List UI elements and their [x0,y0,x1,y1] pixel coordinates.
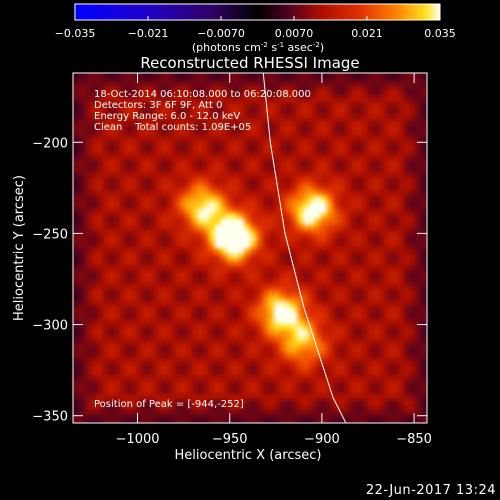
y-tick-label: −200 [32,136,68,151]
footer-date: 22-Jun-2017 13:24 [365,483,496,498]
annotation-block: 18-Oct-2014 06:10:08.000 to 06:20:08.000… [94,89,311,133]
solar-limb-line [262,73,347,423]
x-tick-label: −950 [212,432,248,447]
colorbar: −0.035 −0.021 −0.0070 0.0070 0.021 0.035 (pho… [55,3,456,54]
plot-area: −1000 −950 −900 −850 −200 −250 −300 −350 [32,72,432,447]
colorbar-frame [74,3,441,21]
heatmap-image [73,73,427,423]
colorbar-unit-label: (photons cm-2 s-1 asec-2) [192,41,324,54]
axis-ticks: −1000 −950 −900 −850 −200 −250 −300 −350 [32,73,432,447]
x-tick-label: −900 [304,432,340,447]
y-axis-label: Heliocentric Y (arcsec) [12,175,27,321]
colorbar-gradient [75,4,440,20]
x-tick-label: −1000 [116,432,160,447]
colorbar-tick-label: −0.035 [55,27,96,40]
annotation-clean-counts: Clean Total counts: 1.09E+05 [94,122,251,133]
peak-position-label: Position of Peak = [-944,-252] [94,399,244,410]
annotation-detectors: Detectors: 3F 6F 9F, Att 0 [94,100,222,111]
annotation-time-range: 18-Oct-2014 06:10:08.000 to 06:20:08.000 [94,89,311,100]
colorbar-tick-label: −0.0070 [197,27,245,40]
plot-frame [72,72,428,424]
y-tick-label: −350 [32,410,68,425]
colorbar-tick-label: −0.021 [128,27,169,40]
x-tick-label: −850 [396,432,432,447]
y-tick-label: −250 [32,227,68,242]
x-axis-label: Heliocentric X (arcsec) [175,448,322,463]
colorbar-tick-label: 0.0070 [275,27,314,40]
colorbar-ticks: −0.035 −0.021 −0.0070 0.0070 0.021 0.035 [55,16,456,40]
colorbar-tick-label: 0.021 [351,27,383,40]
colorbar-tick-label: 0.035 [424,27,456,40]
annotation-energy-range: Energy Range: 6.0 - 12.0 keV [94,111,240,122]
chart-title: Reconstructed RHESSI Image [140,54,359,72]
y-tick-label: −300 [32,319,68,334]
